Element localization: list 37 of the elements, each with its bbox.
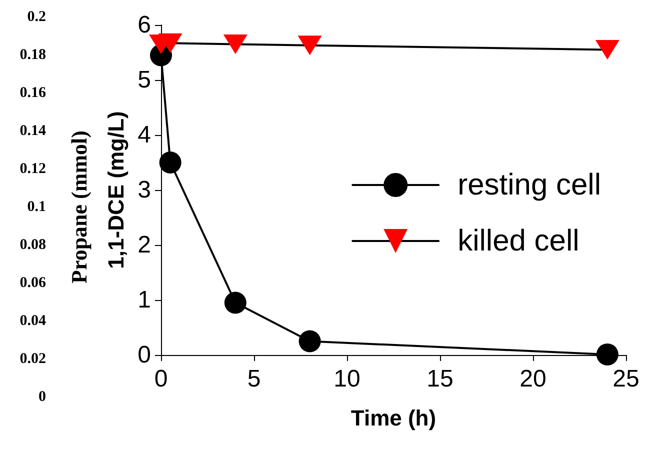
y-tick-label: 5 bbox=[138, 66, 151, 94]
y-tick-label: 2 bbox=[138, 232, 151, 258]
y2-axis-title: Propane (mmol) bbox=[66, 130, 92, 284]
y2-tick-label: 0.14 bbox=[20, 123, 46, 139]
legend-label: resting cell bbox=[458, 168, 602, 202]
y-axis-title: 1,1-DCE (mg/L) bbox=[103, 111, 128, 269]
x-axis-title: Time (h) bbox=[350, 406, 436, 430]
y-tick-label: 3 bbox=[138, 176, 151, 204]
x-tick-label: 5 bbox=[247, 366, 261, 392]
y2-tick-label: 0.16 bbox=[20, 85, 46, 101]
y2-tick-label: 0.1 bbox=[27, 199, 46, 215]
x-tick-label: 15 bbox=[426, 366, 454, 392]
y2-tick-label: 0.06 bbox=[20, 275, 46, 291]
point bbox=[298, 330, 321, 352]
y2-tick-label: 0.18 bbox=[20, 47, 46, 63]
point bbox=[224, 292, 246, 314]
legend-label: killed cell bbox=[458, 224, 580, 258]
y-tick-label: 4 bbox=[138, 122, 151, 148]
point bbox=[158, 33, 182, 53]
point bbox=[595, 40, 620, 60]
point bbox=[223, 34, 248, 54]
y2-tick-label: 0.02 bbox=[20, 351, 46, 367]
x-tick-label: 20 bbox=[520, 366, 546, 392]
point bbox=[159, 152, 182, 174]
point bbox=[596, 343, 618, 366]
y2-tick-label: 0.2 bbox=[27, 9, 46, 25]
y2-tick-label: 0.04 bbox=[20, 313, 46, 329]
x-tick-label: 25 bbox=[612, 366, 640, 392]
y2-tick-label: 0 bbox=[38, 389, 46, 405]
point bbox=[298, 36, 322, 56]
x-tick-label: 10 bbox=[334, 366, 360, 392]
y-tick-label: 0 bbox=[138, 342, 151, 368]
y-tick-label: 6 bbox=[138, 12, 151, 38]
y2-tick-label: 0.12 bbox=[20, 161, 46, 177]
x-tick-label: 0 bbox=[154, 366, 168, 392]
y2-tick-label: 0.08 bbox=[20, 237, 46, 253]
y-tick-label: 1 bbox=[138, 286, 151, 314]
